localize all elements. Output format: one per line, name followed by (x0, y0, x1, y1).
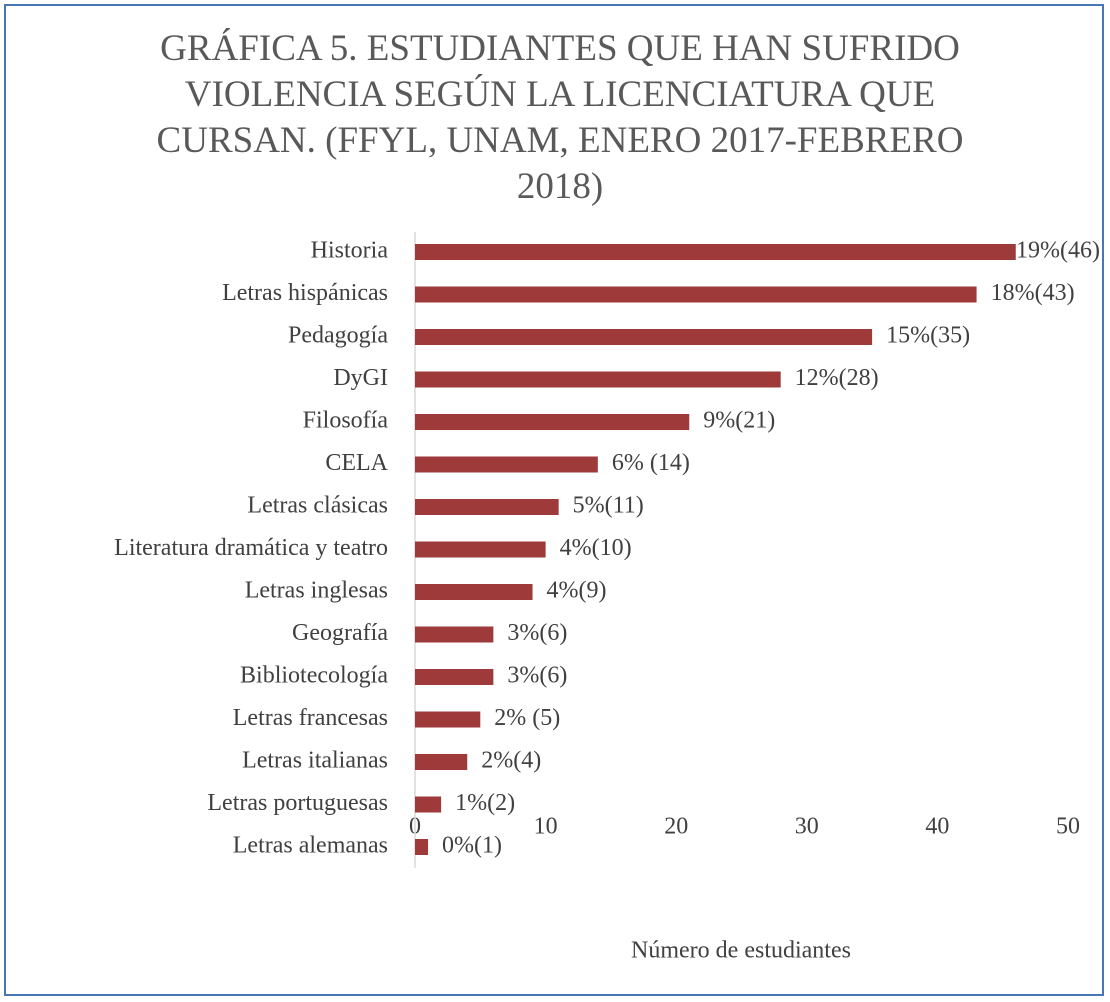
bar (415, 626, 494, 643)
bar (415, 371, 781, 388)
data-label: 1%(2) (455, 790, 515, 816)
bar (415, 541, 546, 558)
data-label: 4%(9) (547, 578, 607, 604)
data-label: 5%(11) (573, 493, 644, 519)
data-label: 15%(35) (886, 323, 970, 349)
y-tick-label: Literatura dramática y teatro (114, 535, 388, 561)
x-tick-label: 30 (795, 814, 819, 840)
data-label: 3%(6) (507, 620, 567, 646)
y-tick-label: Pedagogía (288, 323, 388, 349)
y-tick-label: Letras clásicas (247, 493, 388, 519)
x-tick-label: 40 (925, 814, 949, 840)
data-label: 18%(43) (991, 280, 1075, 306)
bar (415, 754, 468, 770)
data-label: 4%(10) (560, 535, 632, 561)
data-label: 2%(4) (481, 748, 541, 774)
data-label: 19%(46) (1016, 238, 1100, 264)
y-tick-label: Letras hispánicas (222, 280, 388, 306)
y-tick-label: Geografía (292, 620, 388, 646)
y-tick-label: Bibliotecología (240, 663, 388, 689)
y-tick-label: Letras alemanas (233, 833, 388, 859)
y-tick-label: Letras italianas (242, 748, 388, 774)
y-tick-label: CELA (325, 450, 388, 476)
data-label: 0%(1) (442, 833, 502, 859)
x-tick-label: 10 (534, 814, 558, 840)
chart-frame (4, 4, 1104, 996)
bar (415, 669, 494, 685)
bar (415, 499, 559, 515)
bar (415, 329, 873, 345)
y-tick-label: Letras inglesas (245, 578, 388, 604)
y-tick-label: Historia (311, 238, 389, 264)
x-tick-label: 20 (664, 814, 688, 840)
bar (415, 456, 598, 473)
bar (415, 244, 1016, 260)
bar (415, 839, 429, 855)
data-label: 6% (14) (612, 450, 690, 476)
chart-title: GRÁFICA 5. ESTUDIANTES QUE HAN SUFRIDO V… (156, 28, 964, 207)
data-label: 3%(6) (507, 663, 567, 689)
y-tick-label: Filosofía (303, 408, 389, 434)
bar (415, 711, 481, 728)
bar (415, 414, 690, 430)
x-axis-label: Número de estudiantes (631, 938, 851, 964)
data-label: 9%(21) (703, 408, 775, 434)
bar (415, 286, 977, 303)
data-label: 2% (5) (494, 705, 560, 731)
y-tick-label: Letras francesas (233, 705, 388, 731)
y-tick-label: DyGI (333, 365, 388, 391)
bar (415, 584, 533, 600)
x-tick-label: 50 (1056, 814, 1080, 840)
y-tick-label: Letras portuguesas (207, 790, 388, 816)
data-label: 12%(28) (795, 365, 879, 391)
bar (415, 796, 442, 813)
